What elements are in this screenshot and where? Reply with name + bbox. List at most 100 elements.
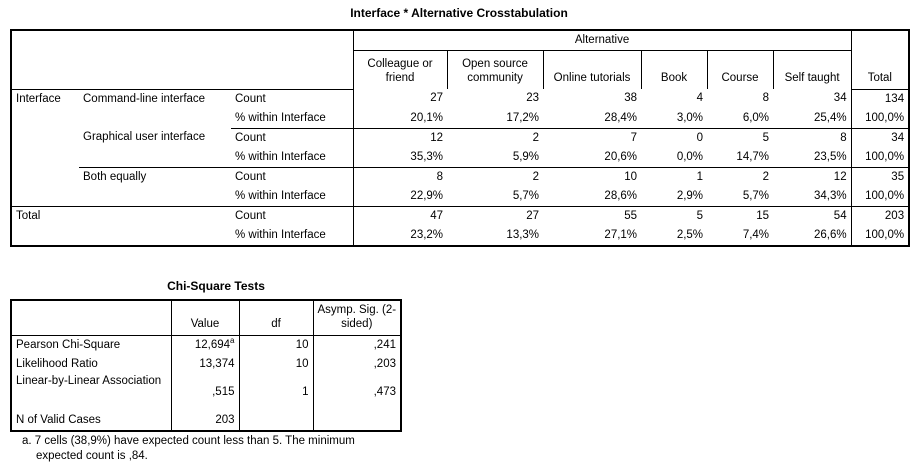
cell: 47 [430,209,444,222]
cell: 5 [696,209,704,222]
chisq-row-label: N of Valid Cases [11,411,172,431]
stat-label: Count [231,206,354,226]
row-label: Both equally [79,167,231,207]
col-header: Open source community [446,50,544,89]
cell: 1 [696,170,704,183]
cell: 54 [833,209,847,222]
cell: 34,3% [773,186,852,207]
cell: 38 [624,92,638,104]
total-row-label: Total [11,205,231,246]
stat-label: % within Interface [231,147,354,168]
footnote-marker: a [230,336,235,346]
cell: 13,3% [506,228,540,241]
cell: 27,1% [604,228,638,241]
col-group-header: Alternative [353,30,852,51]
chisq-value: 203 [215,414,235,426]
chisq-col-header: df [238,300,313,336]
cell: 7 [630,131,638,144]
stat-label: % within Interface [231,186,354,207]
cell: 2 [762,170,770,183]
cell: 20,6% [543,147,642,168]
chisq-df: 10 [238,335,313,355]
chisq-col-header: Value [171,300,239,336]
chisq-sig: ,203 [312,355,401,374]
row-label: Graphical user interface [79,128,231,168]
cell: 0,0% [641,147,708,168]
cell: 15 [756,209,770,222]
chisq-row-label: Pearson Chi-Square [11,335,172,355]
cell: 17,2% [447,108,544,129]
cell: 27 [430,92,444,104]
crosstab-table: Alternative Total Colleague or friend Op… [10,29,911,247]
chisq-footnote: a. 7 cells (38,9%) have expected count l… [22,434,392,464]
footnote-line: a. 7 cells (38,9%) have expected count l… [22,435,355,447]
chisq-title: Chi-Square Tests [167,279,265,293]
cell: 28,6% [543,186,642,207]
cell-total: 100,0% [850,147,910,168]
cell: 25,4% [773,108,852,129]
cell-total: 100,0% [850,225,910,246]
cell: 3,0% [641,108,708,129]
cell: 14,7% [707,147,774,168]
cell: 12 [430,131,444,144]
cell: 27 [526,209,540,222]
crosstab-title: Interface * Alternative Crosstabulation [350,6,568,20]
cell: 2 [532,131,540,144]
chisq-row-label: Likelihood Ratio [11,355,172,374]
cell: 2 [532,170,540,183]
stat-label: Count [231,89,354,109]
cell: 55 [624,209,638,222]
chisq-row-label: Linear-by-Linear Association [11,374,172,411]
cell: 8 [840,131,847,144]
chisq-sig: ,473 [312,374,401,411]
cell-total: 100,0% [850,108,910,129]
chisq-value: 12,694a [194,336,235,351]
chisq-value: 13,374 [199,358,235,370]
col-header: Course [706,50,774,89]
cell-total: 35 [850,167,910,187]
stat-label: Count [231,128,354,148]
cell: 12 [833,170,847,183]
cell: 5,7% [707,186,774,207]
col-header: Book [640,50,708,89]
cell-total: 100,0% [850,186,910,207]
cell-total: 203 [850,206,910,226]
col-header: Self taught [772,50,852,89]
chisq-sig: ,241 [312,335,401,355]
col-header: Colleague or friend [367,58,433,84]
cell: 34 [833,92,847,104]
chisq-df: 10 [238,355,313,374]
cell: 5 [762,131,770,144]
stat-label: % within Interface [231,108,354,129]
cell-total: 134 [850,89,910,109]
cell: 26,6% [813,228,847,241]
cell: 20,1% [353,108,448,129]
chisq-table: Value df Asymp. Sig. (2-sided) Pearson C… [10,299,402,432]
chisq-df: 1 [238,374,313,411]
chisq-col-header: Asymp. Sig. (2-sided) [312,300,401,336]
chisq-sig [312,411,401,431]
cell: 7,4% [742,228,770,241]
row-var-label: Interface [16,92,61,105]
cell: 35,3% [353,147,448,168]
cell: 4 [696,92,704,104]
chisq-value: ,515 [212,386,235,398]
cell: 8 [762,92,770,104]
cell: 5,9% [447,147,544,168]
footnote-line: expected count is ,84. [36,450,148,462]
cell-total: 34 [850,128,910,148]
cell: 23,5% [773,147,852,168]
cell: 2,5% [676,228,704,241]
cell: 23 [526,92,540,104]
col-header: Online tutorials [542,50,642,89]
cell: 10 [624,170,638,183]
cell: 23,2% [410,228,444,241]
cell: 2,9% [641,186,708,207]
stat-label: Count [231,167,354,187]
crosstab-corner [11,30,354,90]
chisq-df [238,411,313,431]
cell: 22,9% [353,186,448,207]
col-header-total: Total [850,30,910,90]
cell: 0 [696,131,704,144]
cell: 5,7% [447,186,544,207]
